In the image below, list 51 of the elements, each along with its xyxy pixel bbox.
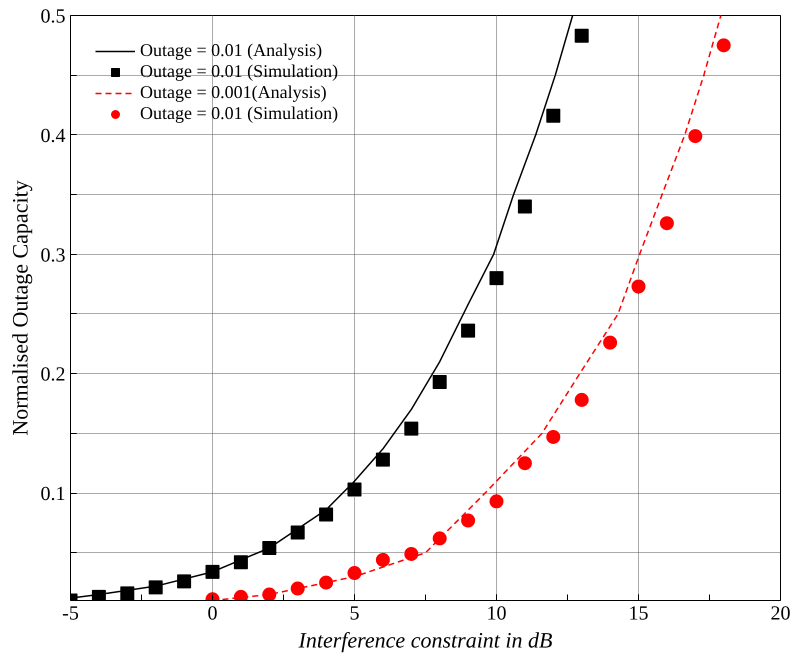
legend-label: Outage = 0.01 (Analysis) bbox=[140, 40, 322, 61]
point bbox=[262, 588, 276, 600]
point bbox=[574, 392, 589, 407]
point bbox=[404, 546, 418, 561]
x-tick-label: 0 bbox=[208, 602, 218, 624]
point bbox=[404, 422, 418, 436]
point bbox=[262, 540, 276, 555]
point bbox=[348, 566, 362, 580]
point bbox=[490, 271, 504, 286]
y-tick-label: 0.5 bbox=[40, 6, 66, 28]
x-axis-title: Interference constraint in dB bbox=[298, 628, 552, 652]
point bbox=[319, 576, 334, 590]
legend-label: Outage = 0.01 (Simulation) bbox=[140, 61, 338, 82]
point bbox=[319, 508, 334, 522]
point bbox=[461, 324, 476, 338]
point bbox=[376, 552, 390, 567]
point bbox=[432, 375, 447, 390]
y-axis-title: Normalised Outage Capacity bbox=[8, 180, 32, 436]
point bbox=[234, 555, 248, 570]
point bbox=[546, 430, 560, 444]
point bbox=[348, 482, 362, 496]
point bbox=[432, 531, 447, 546]
point bbox=[632, 280, 646, 294]
point bbox=[177, 574, 192, 588]
point bbox=[660, 216, 674, 230]
x-tick-label: 10 bbox=[486, 602, 506, 624]
point bbox=[290, 525, 305, 540]
y-tick-label: 0.4 bbox=[40, 124, 66, 147]
legend-label: Outage = 0.01 (Simulation) bbox=[140, 103, 338, 124]
y-tick-label: 0.2 bbox=[40, 364, 66, 386]
point bbox=[376, 452, 390, 467]
x-tick-label: 15 bbox=[628, 602, 648, 624]
point bbox=[518, 456, 532, 470]
point bbox=[461, 514, 476, 528]
point bbox=[574, 28, 589, 43]
point bbox=[546, 108, 560, 123]
y-tick-label: 0.1 bbox=[40, 483, 66, 506]
legend-label: Outage = 0.001(Analysis) bbox=[140, 82, 327, 103]
point bbox=[290, 582, 305, 596]
point bbox=[716, 38, 731, 52]
x-tick-label: -5 bbox=[62, 602, 79, 624]
point bbox=[518, 200, 532, 214]
point bbox=[206, 564, 220, 579]
point bbox=[148, 580, 163, 594]
point bbox=[120, 586, 134, 600]
y-tick-label: 0.3 bbox=[40, 244, 66, 266]
point bbox=[490, 494, 504, 508]
x-tick-label: 5 bbox=[350, 602, 360, 624]
point bbox=[603, 336, 618, 350]
x-tick-label: 20 bbox=[770, 602, 790, 624]
point bbox=[688, 129, 702, 144]
